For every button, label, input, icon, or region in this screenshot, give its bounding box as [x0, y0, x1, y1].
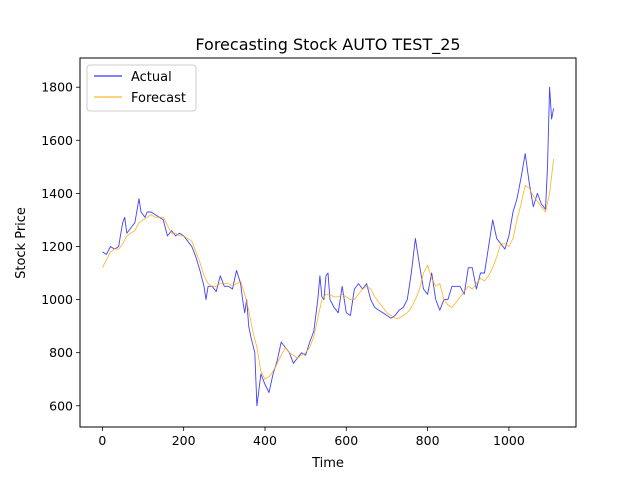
series-line-forecast	[102, 158, 554, 380]
plot-lines	[102, 86, 555, 407]
legend-label-forecast: Forecast	[131, 91, 186, 106]
x-tick-label: 200	[172, 433, 196, 448]
y-tick-label: 1200	[41, 239, 73, 254]
legend: Actual Forecast	[86, 64, 197, 112]
x-axis: 0 200 400 600 800 1000	[98, 427, 525, 448]
x-tick-label: 0	[98, 433, 106, 448]
y-tick-label: 1800	[41, 80, 73, 95]
chart-title: Forecasting Stock AUTO TEST_25	[195, 35, 460, 55]
x-tick-label: 400	[253, 433, 277, 448]
y-tick-label: 1600	[41, 133, 73, 148]
x-tick-label: 1000	[493, 433, 525, 448]
legend-label-actual: Actual	[131, 70, 172, 85]
y-tick-label: 1400	[41, 186, 73, 201]
x-tick-label: 600	[334, 433, 358, 448]
x-tick-label: 800	[416, 433, 440, 448]
x-axis-label: Time	[311, 456, 344, 471]
plot-frame	[79, 57, 577, 428]
y-tick-label: 1000	[41, 292, 73, 307]
y-tick-label: 600	[49, 398, 73, 413]
y-axis-label: Stock Price	[14, 207, 29, 279]
y-axis: 600 800 1000 1200 1400 1600 1800	[41, 80, 80, 413]
y-tick-label: 800	[49, 345, 73, 360]
